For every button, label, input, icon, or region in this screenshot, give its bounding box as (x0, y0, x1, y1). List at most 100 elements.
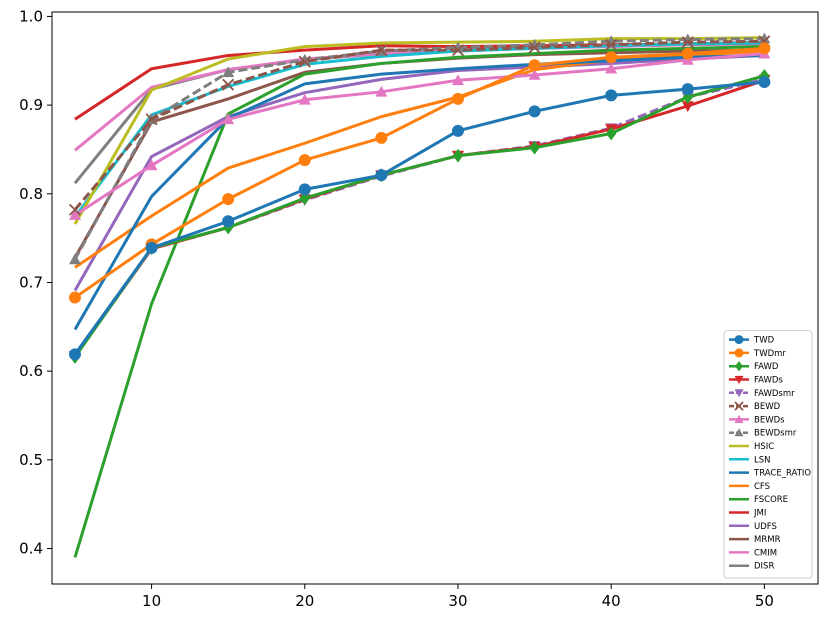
data-point-circle (375, 169, 388, 182)
legend-label: UDFS (754, 522, 777, 532)
data-point-triangle-down (681, 101, 694, 113)
data-point-triangle-up (68, 253, 81, 265)
legend-label: TRACE_RATIO (753, 469, 811, 479)
plot-frame (51, 11, 819, 585)
legend-item: FSCORE (729, 495, 788, 505)
axes-layer: 10 20 30 40 50 0.4 0.5 0.6 0.7 0.8 0.9 1.0 (19, 7, 774, 610)
data-point-circle (681, 83, 694, 96)
data-point-circle (758, 42, 771, 55)
data-point-circle (68, 291, 81, 304)
data-point-x (68, 203, 82, 216)
series-line (73, 39, 765, 211)
data-point-triangle-up (222, 113, 235, 125)
series-line (73, 36, 765, 225)
legend-label: BEWD (754, 402, 781, 412)
data-point-circle (222, 193, 235, 206)
series-twdmr (68, 42, 771, 304)
data-point-diamond (759, 68, 770, 83)
data-point-circle (298, 183, 311, 196)
data-point-x (222, 78, 235, 91)
legend-label: FAWDsmr (754, 389, 795, 399)
data-point-x (734, 401, 744, 411)
y-tick-label: 0.4 (19, 540, 43, 558)
y-tick-label: 0.5 (19, 451, 43, 469)
data-point-x (375, 44, 388, 57)
data-point-triangle-up (758, 32, 771, 44)
x-tick-label: 40 (602, 592, 621, 610)
legend-label: BEWDsmr (754, 429, 797, 439)
y-tick-label: 1.0 (19, 7, 43, 25)
legend-item: TWD (729, 335, 775, 346)
data-point-circle (528, 59, 541, 72)
legend-item: TRACE_RATIO (729, 469, 811, 479)
data-point-triangle-up (68, 209, 81, 220)
series-line (73, 53, 765, 292)
series-line (73, 53, 765, 331)
data-point-diamond (299, 191, 310, 206)
legend-label: CMIM (754, 548, 777, 558)
data-point-triangle-down (734, 375, 744, 384)
legend-item: FAWDs (729, 376, 783, 386)
data-point-circle (145, 241, 158, 254)
series-bewd (68, 35, 771, 216)
legend-label: JMI (753, 509, 766, 519)
series-line (73, 45, 765, 558)
y-tick-label: 0.7 (19, 273, 43, 291)
data-point-triangle-up (375, 85, 388, 97)
legend-label: DISR (754, 562, 774, 572)
data-point-triangle-up (451, 74, 464, 86)
legend-label: HSIC (754, 442, 774, 452)
y-tick-label: 0.8 (19, 185, 43, 203)
series-line (73, 80, 765, 356)
data-point-x (451, 44, 465, 57)
x-tick-label: 30 (448, 592, 467, 610)
legend-item: TWDmr (729, 348, 786, 359)
legend-item: BEWDs (729, 414, 785, 425)
data-point-diamond (452, 148, 464, 163)
legend-label: TWDmr (753, 349, 786, 359)
legend-item: MRMR (729, 535, 781, 545)
data-point-circle (681, 47, 694, 60)
y-tick-label: 0.9 (19, 96, 43, 114)
legend-item: FAWD (729, 361, 779, 372)
data-point-circle (758, 76, 771, 89)
data-point-circle (734, 335, 744, 345)
data-point-circle (222, 215, 235, 228)
series-line (73, 74, 765, 358)
legend-item: HSIC (729, 442, 774, 452)
data-point-circle (451, 124, 464, 137)
data-point-triangle-up (605, 62, 618, 74)
data-point-circle (605, 51, 618, 64)
data-point-x (605, 38, 618, 51)
data-point-triangle-up (528, 68, 541, 80)
data-point-x (681, 36, 694, 49)
legend-label: CFS (754, 482, 770, 492)
legend-item: JMI (729, 509, 766, 519)
legend-label: FAWD (754, 362, 779, 372)
data-point-x (528, 41, 541, 54)
legend-item: BEWDsmr (729, 428, 797, 439)
legend-item: FAWDsmr (729, 389, 795, 399)
data-point-diamond (735, 361, 743, 372)
data-point-triangle-down (734, 389, 744, 398)
data-point-triangle-up (145, 159, 158, 171)
x-tick-label: 10 (142, 592, 161, 610)
data-point-circle (375, 131, 388, 144)
data-point-diamond (223, 220, 234, 235)
data-point-circle (528, 105, 541, 118)
series-twd (68, 76, 771, 361)
series-udfs (73, 53, 765, 292)
legend-item: DISR (729, 562, 774, 572)
legend-item: CFS (729, 482, 770, 492)
legend-item: BEWD (729, 401, 781, 412)
legend-label: LSN (754, 455, 771, 465)
data-point-circle (451, 92, 464, 105)
series-line (74, 52, 765, 217)
series-line (74, 46, 765, 299)
x-tick-label: 20 (295, 592, 314, 610)
series-layer (68, 32, 771, 558)
data-point-circle (298, 154, 311, 167)
data-point-circle (734, 348, 744, 358)
data-point-x (145, 113, 158, 126)
